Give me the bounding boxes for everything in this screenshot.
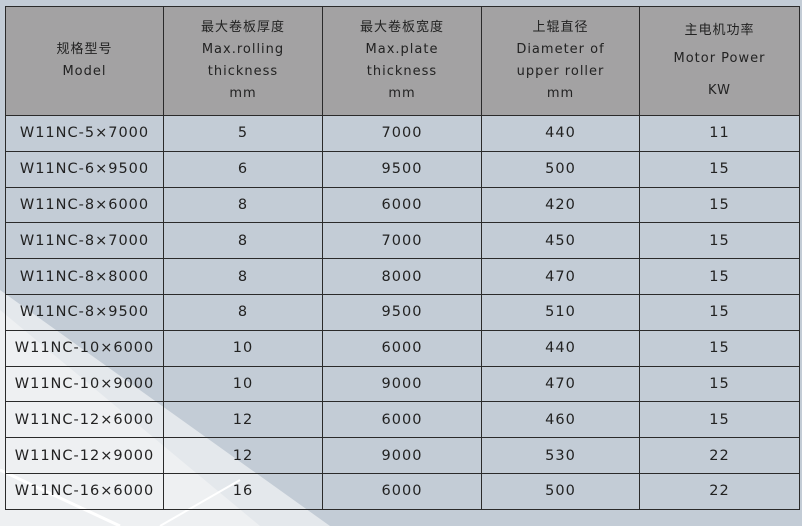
table-row: W11NC-10×9000 10 9000 470 15	[5, 365, 800, 403]
cell-thickness: 10	[163, 329, 323, 367]
cell-model: W11NC-12×9000	[5, 437, 164, 474]
table-row: W11NC-12×6000 12 6000 460 15	[5, 401, 800, 439]
header-zh: 最大卷板厚度	[200, 20, 285, 35]
header-power: 主电机功率 Motor Power KW	[639, 6, 800, 116]
cell-model: W11NC-5×7000	[5, 115, 164, 152]
header-diameter: 上辊直径 Diameter of upper roller mm	[481, 6, 640, 116]
cell-power: 15	[639, 150, 800, 188]
cell-thickness: 12	[163, 437, 323, 474]
cell-width: 6000	[322, 472, 482, 510]
cell-width: 7000	[322, 222, 482, 260]
cell-diameter: 450	[481, 222, 640, 260]
header-en: Diameter of	[516, 42, 605, 57]
cell-power: 15	[639, 293, 800, 331]
cell-power: 15	[639, 258, 800, 295]
cell-diameter: 460	[481, 401, 640, 439]
cell-model: W11NC-10×9000	[5, 365, 164, 403]
header-zh: 最大卷板宽度	[359, 20, 444, 35]
cell-power: 15	[639, 401, 800, 439]
cell-thickness: 6	[163, 150, 323, 188]
header-en: Max.rolling	[201, 42, 285, 57]
cell-width: 8000	[322, 258, 482, 295]
table-row: W11NC-6×9500 6 9500 500 15	[5, 150, 800, 188]
cell-thickness: 8	[163, 222, 323, 260]
cell-width: 9500	[322, 150, 482, 188]
header-unit: mm	[546, 86, 575, 101]
cell-model: W11NC-8×7000	[5, 222, 164, 260]
spec-table: 规格型号 Model 最大卷板厚度 Max.rolling thickness mm 最…	[5, 6, 800, 510]
cell-model: W11NC-8×6000	[5, 186, 164, 224]
cell-model: W11NC-12×6000	[5, 401, 164, 439]
cell-power: 22	[639, 472, 800, 510]
cell-diameter: 500	[481, 150, 640, 188]
table-row: W11NC-5×7000 5 7000 440 11	[5, 115, 800, 152]
header-en: upper roller	[516, 64, 605, 79]
cell-power: 15	[639, 186, 800, 224]
table-row: W11NC-8×8000 8 8000 470 15	[5, 258, 800, 295]
header-model: 规格型号 Model	[5, 6, 164, 116]
cell-thickness: 12	[163, 401, 323, 439]
cell-power: 15	[639, 365, 800, 403]
cell-width: 7000	[322, 115, 482, 152]
cell-width: 6000	[322, 186, 482, 224]
cell-thickness: 8	[163, 258, 323, 295]
table-row: W11NC-8×7000 8 7000 450 15	[5, 222, 800, 260]
cell-width: 6000	[322, 401, 482, 439]
cell-width: 9000	[322, 365, 482, 403]
table-row: W11NC-12×9000 12 9000 530 22	[5, 437, 800, 474]
cell-width: 9500	[322, 293, 482, 331]
cell-power: 11	[639, 115, 800, 152]
header-en: thickness	[207, 64, 279, 79]
header-en: thickness	[366, 64, 438, 79]
cell-diameter: 510	[481, 293, 640, 331]
table-row: W11NC-10×6000 10 6000 440 15	[5, 329, 800, 367]
cell-diameter: 470	[481, 365, 640, 403]
header-unit: mm	[229, 86, 257, 101]
header-en: Motor Power	[673, 51, 766, 66]
cell-width: 6000	[322, 329, 482, 367]
cell-width: 9000	[322, 437, 482, 474]
table-row: W11NC-8×9500 8 9500 510 15	[5, 293, 800, 331]
header-zh: 主电机功率	[684, 23, 755, 38]
header-zh: 上辊直径	[532, 20, 589, 35]
cell-thickness: 5	[163, 115, 323, 152]
cell-model: W11NC-10×6000	[5, 329, 164, 367]
cell-thickness: 16	[163, 472, 323, 510]
header-row: 规格型号 Model 最大卷板厚度 Max.rolling thickness mm 最…	[5, 6, 800, 116]
header-unit: mm	[388, 86, 416, 101]
cell-diameter: 500	[481, 472, 640, 510]
table-row: W11NC-16×6000 16 6000 500 22	[5, 472, 800, 510]
header-en: Model	[62, 64, 107, 79]
cell-diameter: 470	[481, 258, 640, 295]
cell-diameter: 440	[481, 115, 640, 152]
cell-power: 15	[639, 222, 800, 260]
header-zh: 规格型号	[56, 42, 113, 57]
cell-power: 22	[639, 437, 800, 474]
cell-model: W11NC-6×9500	[5, 150, 164, 188]
cell-power: 15	[639, 329, 800, 367]
cell-diameter: 530	[481, 437, 640, 474]
header-unit: KW	[708, 83, 731, 98]
cell-model: W11NC-8×8000	[5, 258, 164, 295]
cell-thickness: 8	[163, 186, 323, 224]
header-width: 最大卷板宽度 Max.plate thickness mm	[322, 6, 482, 116]
cell-diameter: 440	[481, 329, 640, 367]
cell-diameter: 420	[481, 186, 640, 224]
table-row: W11NC-8×6000 8 6000 420 15	[5, 186, 800, 224]
cell-thickness: 8	[163, 293, 323, 331]
cell-model: W11NC-8×9500	[5, 293, 164, 331]
header-thickness: 最大卷板厚度 Max.rolling thickness mm	[163, 6, 323, 116]
cell-thickness: 10	[163, 365, 323, 403]
header-en: Max.plate	[365, 42, 439, 57]
cell-model: W11NC-16×6000	[5, 472, 164, 510]
